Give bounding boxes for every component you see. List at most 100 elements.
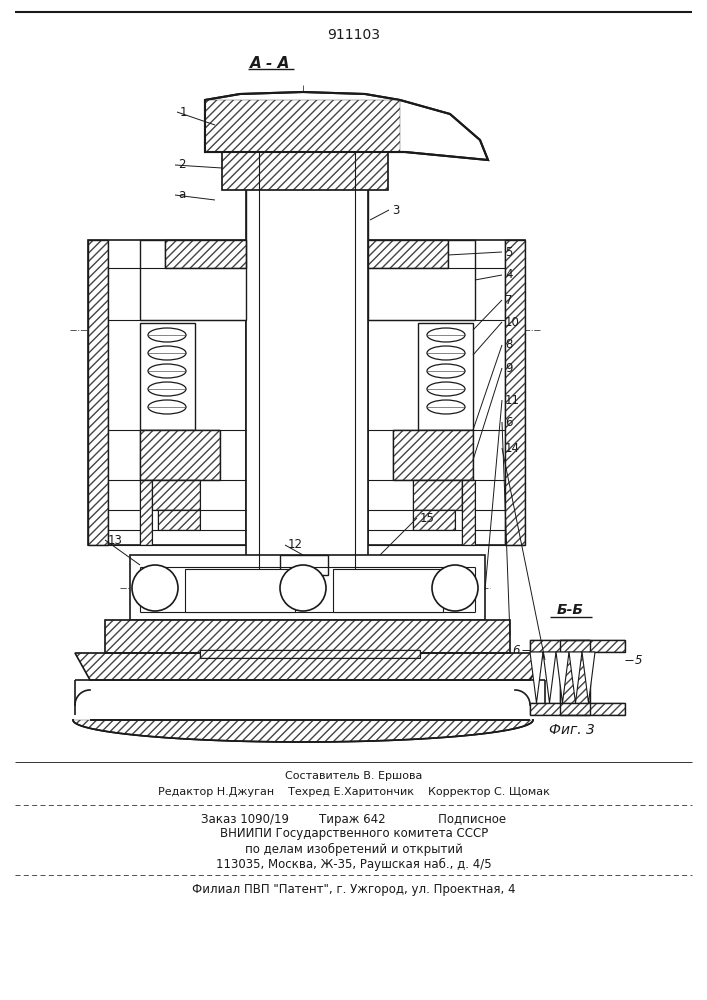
Text: 6: 6 — [505, 416, 513, 428]
Bar — [200, 650, 420, 658]
Polygon shape — [569, 652, 582, 703]
Bar — [165, 240, 246, 268]
Bar — [368, 240, 475, 320]
Bar — [368, 240, 525, 545]
Bar — [462, 480, 475, 545]
Text: 8: 8 — [505, 338, 513, 352]
Text: Заказ 1090/19        Тираж 642              Подписное: Заказ 1090/19 Тираж 642 Подписное — [201, 812, 506, 826]
Bar — [185, 569, 295, 612]
Text: 11: 11 — [505, 393, 520, 406]
Bar — [368, 240, 448, 268]
Polygon shape — [530, 652, 543, 703]
Text: Фиг. 2: Фиг. 2 — [225, 533, 271, 547]
Text: 15: 15 — [420, 512, 435, 524]
Bar — [88, 240, 246, 545]
Bar — [158, 510, 200, 530]
Ellipse shape — [427, 382, 465, 396]
Bar — [530, 640, 625, 652]
Text: 7: 7 — [505, 294, 513, 306]
Bar — [205, 100, 400, 152]
Bar — [333, 569, 443, 612]
Bar — [152, 480, 200, 510]
Text: 13: 13 — [108, 534, 123, 546]
Ellipse shape — [427, 328, 465, 342]
Polygon shape — [75, 653, 545, 680]
Polygon shape — [582, 652, 595, 703]
Text: 9: 9 — [505, 361, 513, 374]
Bar — [280, 555, 328, 575]
Text: ВНИИПИ Государственного комитета СССР: ВНИИПИ Государственного комитета СССР — [220, 828, 488, 840]
Ellipse shape — [427, 364, 465, 378]
Bar — [140, 480, 152, 545]
Bar — [413, 480, 462, 510]
Bar — [530, 640, 625, 652]
Bar — [88, 240, 108, 545]
Bar — [413, 480, 462, 510]
Circle shape — [132, 565, 178, 611]
Ellipse shape — [148, 346, 186, 360]
Text: Составитель В. Ершова: Составитель В. Ершова — [286, 771, 423, 781]
Ellipse shape — [148, 400, 186, 414]
Polygon shape — [205, 92, 488, 160]
Text: 5: 5 — [635, 654, 643, 666]
Polygon shape — [556, 652, 569, 703]
Text: 14: 14 — [505, 442, 520, 454]
Text: б: б — [513, 662, 520, 674]
Bar — [140, 240, 246, 320]
Bar — [165, 240, 246, 268]
Text: 4: 4 — [505, 268, 513, 282]
Bar — [413, 510, 455, 530]
Bar — [140, 430, 220, 480]
Text: 3: 3 — [392, 204, 399, 217]
Ellipse shape — [427, 400, 465, 414]
Text: Б-Б: Б-Б — [556, 603, 583, 617]
Bar — [152, 480, 200, 510]
Bar — [88, 240, 108, 545]
Bar — [130, 555, 485, 620]
Bar — [140, 323, 195, 430]
Bar — [140, 480, 152, 545]
Text: 2: 2 — [178, 158, 185, 172]
Bar — [418, 323, 473, 430]
Bar — [413, 510, 455, 530]
Circle shape — [280, 565, 326, 611]
Bar — [158, 510, 200, 530]
Text: А - А: А - А — [250, 55, 290, 70]
Text: а: а — [178, 188, 185, 202]
Circle shape — [432, 565, 478, 611]
Text: 5: 5 — [505, 245, 513, 258]
Text: 113035, Москва, Ж-35, Раушская наб., д. 4/5: 113035, Москва, Ж-35, Раушская наб., д. … — [216, 857, 492, 871]
Ellipse shape — [148, 382, 186, 396]
Text: Филиал ПВП "Патент", г. Ужгород, ул. Проектная, 4: Филиал ПВП "Патент", г. Ужгород, ул. Про… — [192, 882, 515, 896]
Polygon shape — [543, 652, 556, 703]
Bar — [505, 240, 525, 545]
Text: 12: 12 — [288, 538, 303, 552]
Ellipse shape — [427, 346, 465, 360]
Text: 10: 10 — [505, 316, 520, 328]
Polygon shape — [73, 720, 533, 742]
Ellipse shape — [148, 364, 186, 378]
Bar — [200, 650, 420, 658]
Bar — [560, 640, 590, 715]
Bar — [105, 620, 510, 653]
Bar — [393, 430, 473, 480]
Bar — [505, 240, 525, 545]
Text: 911103: 911103 — [327, 28, 380, 42]
Bar — [368, 240, 448, 268]
Bar — [222, 152, 388, 190]
Bar — [246, 152, 368, 575]
Text: 1: 1 — [180, 105, 187, 118]
Bar — [393, 430, 473, 480]
Bar — [462, 480, 475, 545]
Text: Редактор Н.Джуган    Техред Е.Харитончик    Корректор С. Щомак: Редактор Н.Джуган Техред Е.Харитончик Ко… — [158, 787, 550, 797]
Bar — [222, 152, 388, 190]
Bar — [140, 430, 220, 480]
Polygon shape — [73, 720, 533, 742]
Bar — [560, 640, 590, 715]
Text: по делам изобретений и открытий: по делам изобретений и открытий — [245, 842, 463, 856]
Bar — [530, 703, 625, 715]
Bar — [105, 620, 510, 653]
Text: Фиг. 3: Фиг. 3 — [549, 723, 595, 737]
Bar — [530, 703, 625, 715]
Text: 6: 6 — [513, 644, 520, 656]
